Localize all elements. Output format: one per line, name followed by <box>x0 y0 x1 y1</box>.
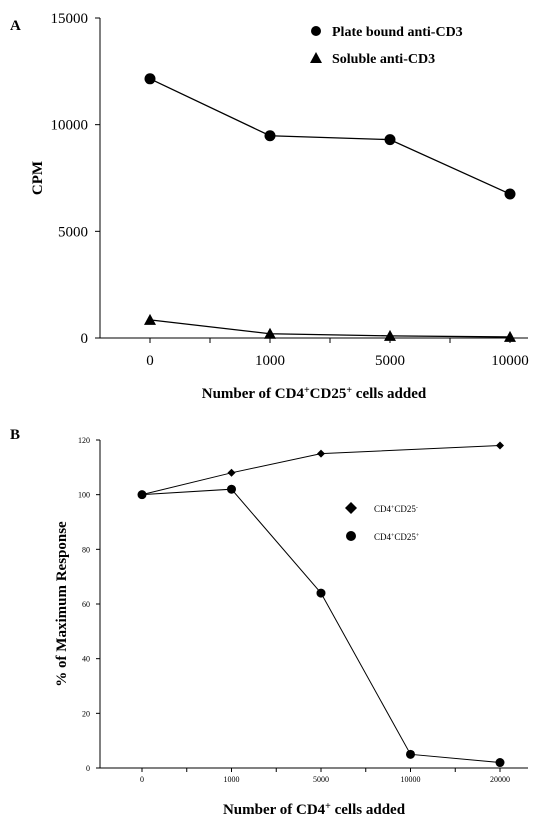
data-point-circle <box>406 749 415 759</box>
data-point-triangle <box>384 329 396 341</box>
panel-a-y-label: CPM <box>30 161 46 195</box>
legend-circle-marker-b <box>346 531 356 541</box>
series-line <box>141 444 501 496</box>
data-point-circle <box>264 130 276 142</box>
x-tick-label: 10000 <box>491 353 529 369</box>
data-point-circle <box>384 134 396 146</box>
y-tick-label: 5000 <box>58 224 88 240</box>
legend-soluble-label: Soluble anti-CD3 <box>332 52 435 67</box>
x-tick-label: 10000 <box>401 775 421 784</box>
legend-triangle-marker <box>310 52 322 63</box>
data-point-diamond <box>317 449 325 458</box>
panel-b-label: B <box>10 427 20 443</box>
y-tick-label: 0 <box>81 331 89 347</box>
panel-a-label: A <box>10 18 21 34</box>
x-tick-label: 5000 <box>313 775 329 784</box>
panel-b-series <box>137 441 505 768</box>
y-tick-label: 100 <box>78 491 90 500</box>
series-line <box>149 78 511 195</box>
panel-b-x-ticks: 0 1000 5000 10000 20000 <box>140 768 510 784</box>
series-line <box>141 488 501 764</box>
y-tick-label: 10000 <box>51 118 89 134</box>
y-tick-label: 40 <box>82 655 90 664</box>
data-point-circle <box>316 588 326 598</box>
data-point-diamond <box>227 468 236 477</box>
data-point-circle <box>144 73 156 85</box>
data-point-circle <box>137 490 147 500</box>
panel-a: A 0 5000 10000 15000 0 1000 5000 10000 CPM Num… <box>10 11 529 402</box>
x-tick-label: 0 <box>146 353 154 369</box>
x-tick-label: 1000 <box>224 775 240 784</box>
panel-a-x-label: Number of CD4+CD25+ cells added <box>202 385 427 403</box>
data-point-circle <box>227 484 236 494</box>
data-point-circle <box>504 188 516 200</box>
x-tick-label: 20000 <box>490 775 510 784</box>
panel-b-y-label: % of Maximum Response <box>54 521 70 687</box>
panel-b-legend: CD4+CD25- CD4+CD25+ <box>345 502 420 542</box>
legend-plate-bound-label: Plate bound anti-CD3 <box>332 25 463 40</box>
panel-b-x-label: Number of CD4+ cells added <box>223 801 406 819</box>
data-point-triangle <box>504 330 516 342</box>
data-point-diamond <box>496 441 504 450</box>
legend-circle-marker <box>311 26 321 36</box>
legend-diamond-marker <box>345 502 357 514</box>
panel-a-y-ticks: 0 5000 10000 15000 <box>51 11 100 347</box>
x-tick-label: 5000 <box>375 353 405 369</box>
y-tick-label: 0 <box>86 764 90 773</box>
series-line <box>149 319 511 338</box>
legend-cd25-pos-label: CD4+CD25+ <box>374 532 420 542</box>
y-tick-label: 80 <box>82 545 90 554</box>
data-point-triangle <box>264 327 276 339</box>
y-tick-label: 60 <box>82 600 90 609</box>
x-tick-label: 1000 <box>255 353 285 369</box>
data-point-circle <box>495 758 505 768</box>
y-tick-label: 20 <box>82 709 90 718</box>
data-point-triangle <box>144 313 156 325</box>
panel-a-legend: Plate bound anti-CD3 Soluble anti-CD3 <box>310 25 463 67</box>
y-tick-label: 120 <box>78 436 90 445</box>
y-tick-label: 15000 <box>51 11 89 27</box>
panel-a-series <box>144 73 516 342</box>
legend-cd25-neg-label: CD4+CD25- <box>374 504 418 514</box>
panel-a-x-ticks: 0 1000 5000 10000 <box>146 338 529 369</box>
panel-b: B 0 20 40 60 80 100 120 0 1000 5000 10000 20000 % … <box>10 427 528 818</box>
x-tick-label: 0 <box>140 775 144 784</box>
panel-b-y-ticks: 0 20 40 60 80 100 120 <box>78 436 100 773</box>
